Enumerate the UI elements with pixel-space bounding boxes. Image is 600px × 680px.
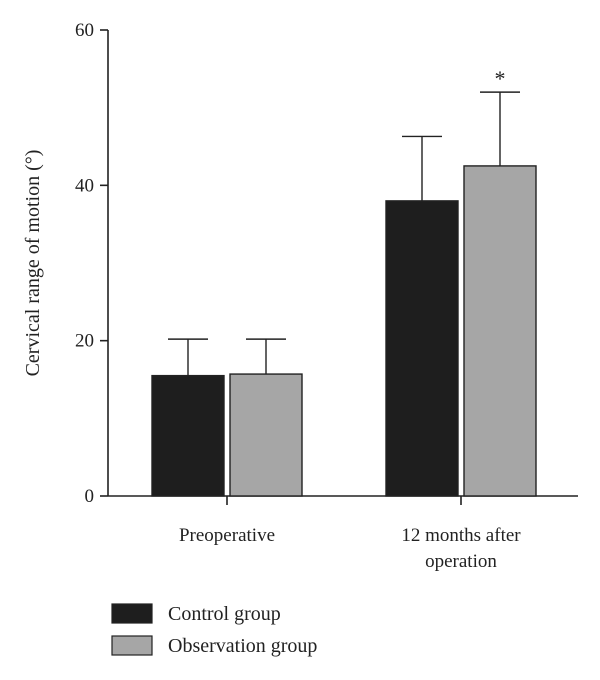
legend-label: Observation group: [168, 635, 317, 657]
legend-label: Control group: [168, 603, 281, 625]
bar: [463, 165, 537, 497]
bar: [151, 374, 225, 497]
significance-marker: *: [495, 66, 506, 91]
y-tick-label: 0: [85, 486, 95, 507]
y-tick-label: 20: [75, 331, 94, 352]
legend-swatch: [111, 635, 153, 656]
legend-swatch: [111, 603, 153, 624]
annotations: *: [495, 66, 506, 91]
x-tick-label: 12 months after operation: [401, 525, 521, 572]
y-tick-label: 40: [75, 175, 94, 196]
y-axis: 0 20 40 60: [75, 20, 109, 507]
bar: [385, 200, 459, 497]
error-bars: [168, 91, 520, 376]
x-tick-label: Preoperative: [179, 525, 275, 546]
x-axis: Preoperative 12 months after operation: [108, 495, 578, 572]
legend: Control group Observation group: [111, 603, 317, 657]
bars: [151, 165, 537, 497]
y-axis-title: Cervical range of motion (°): [22, 150, 44, 377]
bar: [229, 373, 303, 497]
y-tick-label: 60: [75, 20, 94, 41]
